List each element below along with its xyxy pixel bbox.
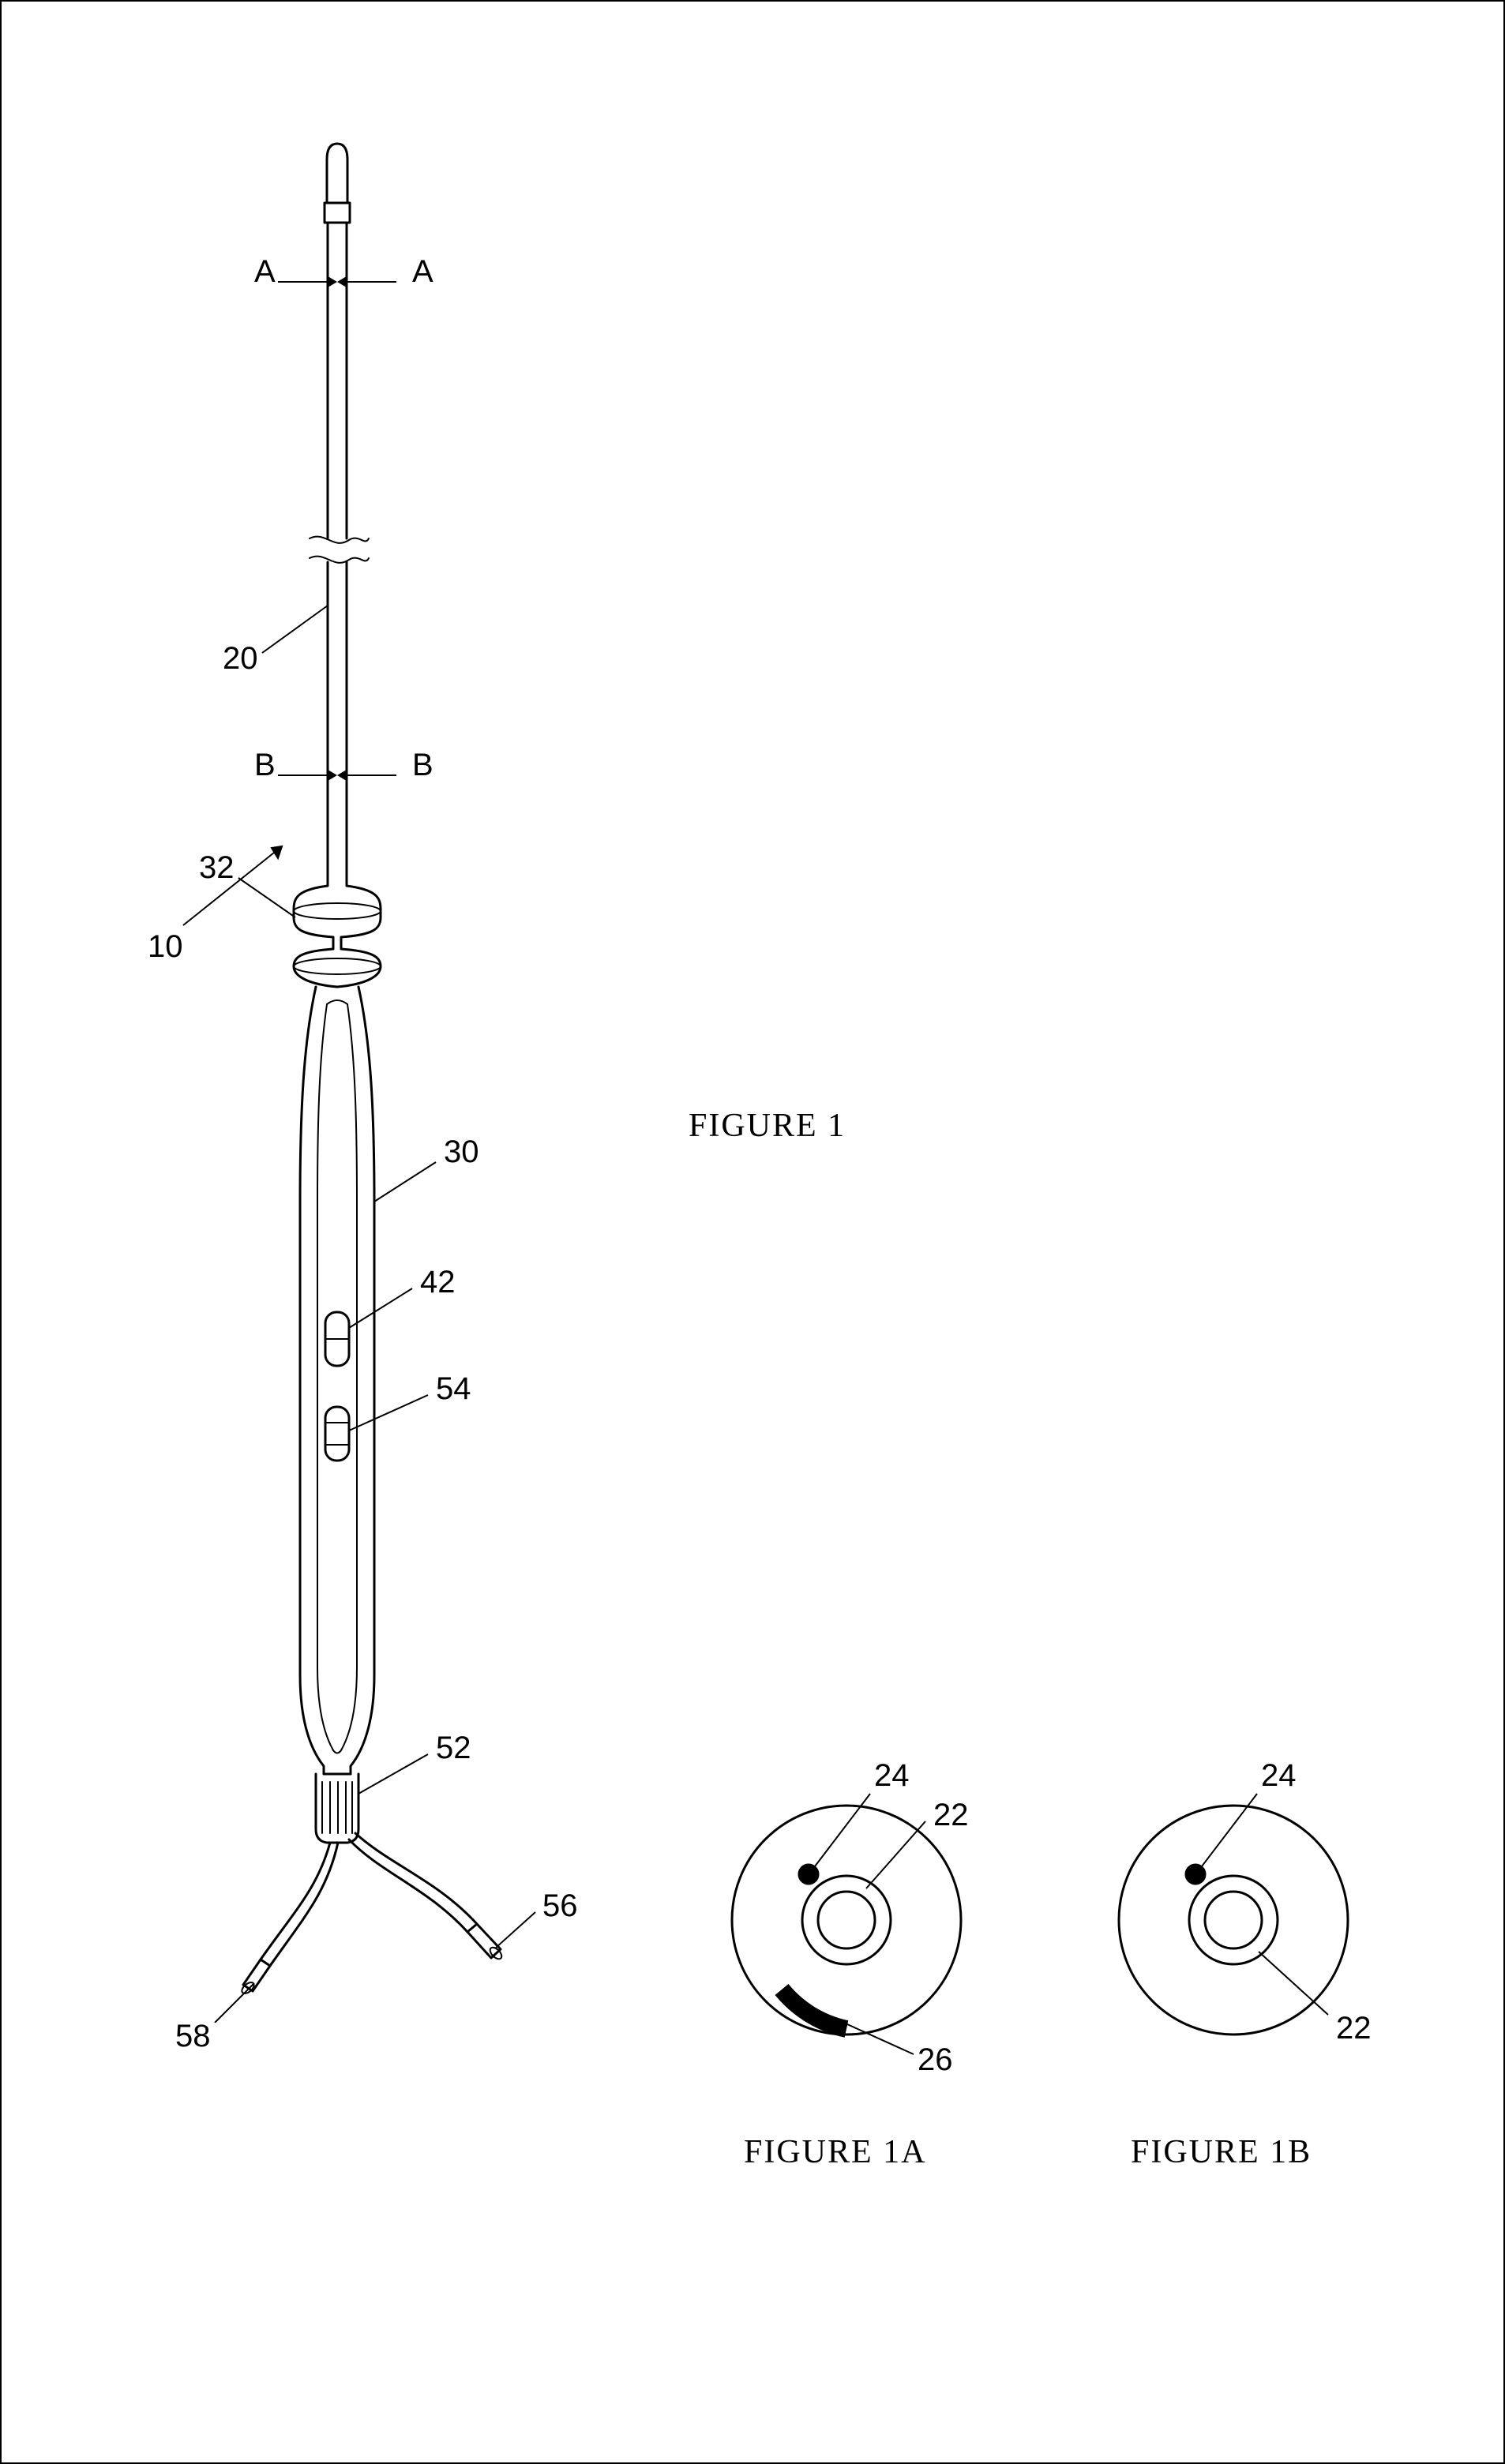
ref-42: 42	[420, 1265, 456, 1300]
figure-1b-label: FIGURE 1B	[1131, 2133, 1312, 2171]
ref-20: 20	[223, 641, 258, 677]
ref-26: 26	[918, 2042, 953, 2078]
ref-24-a: 24	[874, 1758, 910, 1794]
ref-52: 52	[436, 1731, 471, 1766]
ref-22-a: 22	[933, 1798, 969, 1833]
ref-22-b: 22	[1336, 2011, 1372, 2046]
patent-figure-page: A A B B 20 10 32 30 42 54 52 56 58 FIGUR…	[0, 0, 1505, 2464]
figure-1-label: FIGURE 1	[689, 1107, 846, 1145]
ref-24-b: 24	[1261, 1758, 1297, 1794]
section-B-bottom: B	[412, 748, 433, 783]
ref-56: 56	[542, 1888, 578, 1924]
ref-30: 30	[444, 1134, 479, 1170]
ref-58: 58	[175, 2019, 211, 2054]
figure-1-device	[96, 128, 570, 2023]
section-B-top: B	[254, 748, 276, 783]
ref-32: 32	[199, 850, 235, 886]
section-A-bottom: A	[412, 254, 433, 290]
section-A-top: A	[254, 254, 276, 290]
ref-54: 54	[436, 1371, 471, 1407]
ref-10: 10	[148, 929, 183, 965]
figure-1a-label: FIGURE 1A	[744, 2133, 927, 2171]
